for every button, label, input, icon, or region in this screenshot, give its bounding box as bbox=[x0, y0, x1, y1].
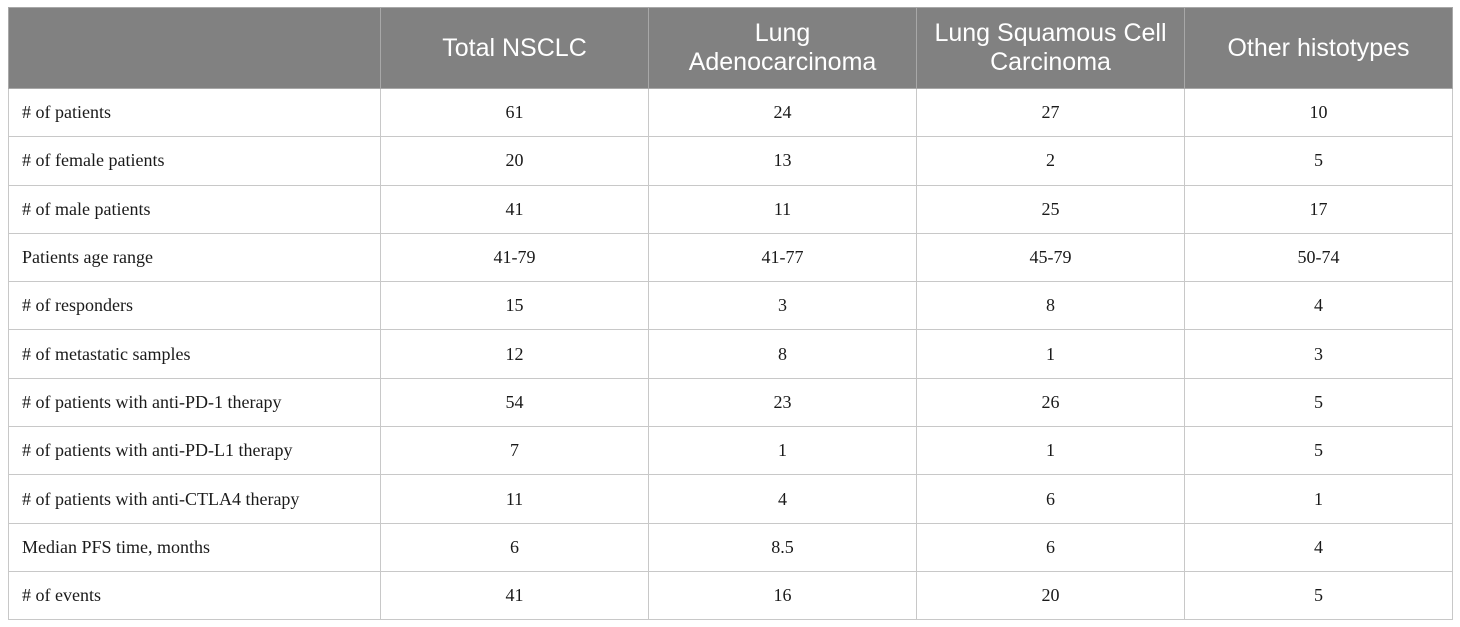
other-histotypes-value: 5 bbox=[1184, 377, 1453, 428]
lung-squamous-value: 26 bbox=[916, 377, 1185, 428]
lung-adenocarcinoma-value: 23 bbox=[648, 377, 917, 428]
lung-adenocarcinoma-value: 13 bbox=[648, 136, 917, 186]
table-row: Patients age range 41-79 41-77 45-79 50-74 bbox=[8, 232, 1453, 283]
row-label: # of events bbox=[8, 570, 381, 621]
table-row: Median PFS time, months 6 8.5 6 4 bbox=[8, 522, 1453, 572]
table-row: # of patients with anti-CTLA4 therapy 11 4… bbox=[8, 474, 1453, 524]
lung-squamous-value: 27 bbox=[916, 87, 1185, 138]
row-label: Median PFS time, months bbox=[8, 522, 381, 572]
lung-adenocarcinoma-value: 4 bbox=[648, 474, 917, 524]
total-nsclc-value: 12 bbox=[380, 329, 649, 379]
lung-adenocarcinoma-value: 16 bbox=[648, 570, 917, 621]
other-histotypes-value: 5 bbox=[1184, 570, 1453, 621]
table-row: # of patients with anti-PD-L1 therapy 7 1 1… bbox=[8, 426, 1453, 476]
row-label: # of patients with anti-PD-1 therapy bbox=[8, 377, 381, 428]
lung-squamous-value: 1 bbox=[916, 426, 1185, 476]
other-histotypes-value: 50-74 bbox=[1184, 232, 1453, 283]
row-label: # of patients bbox=[8, 87, 381, 138]
table-container: Total NSCLC Lung Adenocarcinoma Lung Squ… bbox=[8, 7, 1453, 621]
lung-adenocarcinoma-value: 3 bbox=[648, 281, 917, 331]
other-histotypes-value: 3 bbox=[1184, 329, 1453, 379]
other-histotypes-value: 5 bbox=[1184, 136, 1453, 186]
total-nsclc-value: 41 bbox=[380, 570, 649, 621]
row-label: # of female patients bbox=[8, 136, 381, 186]
total-nsclc-value: 54 bbox=[380, 377, 649, 428]
lung-adenocarcinoma-value: 24 bbox=[648, 87, 917, 138]
table-body: # of patients 61 24 27 10 # of female patient… bbox=[8, 87, 1453, 621]
table-row: # of responders 15 3 8 4 bbox=[8, 281, 1453, 331]
table-row: # of metastatic samples 12 8 1 3 bbox=[8, 329, 1453, 379]
header-cell-lung-squamous: Lung Squamous Cell Carcinoma bbox=[916, 7, 1185, 89]
patient-characteristics-table: Total NSCLC Lung Adenocarcinoma Lung Squ… bbox=[8, 7, 1453, 621]
header-cell-empty bbox=[8, 7, 381, 89]
lung-adenocarcinoma-value: 11 bbox=[648, 184, 917, 234]
lung-squamous-value: 6 bbox=[916, 474, 1185, 524]
lung-adenocarcinoma-value: 8.5 bbox=[648, 522, 917, 572]
other-histotypes-value: 4 bbox=[1184, 522, 1453, 572]
table-row: # of male patients 41 11 25 17 bbox=[8, 184, 1453, 234]
total-nsclc-value: 7 bbox=[380, 426, 649, 476]
header-cell-other-histotypes: Other histotypes bbox=[1184, 7, 1453, 89]
total-nsclc-value: 6 bbox=[380, 522, 649, 572]
row-label: # of metastatic samples bbox=[8, 329, 381, 379]
row-label: Patients age range bbox=[8, 232, 381, 283]
row-label: # of patients with anti-CTLA4 therapy bbox=[8, 474, 381, 524]
table-row: # of patients 61 24 27 10 bbox=[8, 87, 1453, 138]
total-nsclc-value: 11 bbox=[380, 474, 649, 524]
table-row: # of events 41 16 20 5 bbox=[8, 570, 1453, 621]
other-histotypes-value: 17 bbox=[1184, 184, 1453, 234]
total-nsclc-value: 41-79 bbox=[380, 232, 649, 283]
table-row: # of patients with anti-PD-1 therapy 54 23… bbox=[8, 377, 1453, 428]
header-cell-lung-adenocarcinoma: Lung Adenocarcinoma bbox=[648, 7, 917, 89]
total-nsclc-value: 61 bbox=[380, 87, 649, 138]
row-label: # of responders bbox=[8, 281, 381, 331]
row-label: # of patients with anti-PD-L1 therapy bbox=[8, 426, 381, 476]
lung-squamous-value: 20 bbox=[916, 570, 1185, 621]
lung-squamous-value: 2 bbox=[916, 136, 1185, 186]
header-row: Total NSCLC Lung Adenocarcinoma Lung Squ… bbox=[8, 7, 1453, 89]
header-cell-total-nsclc: Total NSCLC bbox=[380, 7, 649, 89]
table-header: Total NSCLC Lung Adenocarcinoma Lung Squ… bbox=[8, 7, 1453, 89]
total-nsclc-value: 20 bbox=[380, 136, 649, 186]
other-histotypes-value: 10 bbox=[1184, 87, 1453, 138]
lung-squamous-value: 1 bbox=[916, 329, 1185, 379]
row-label: # of male patients bbox=[8, 184, 381, 234]
total-nsclc-value: 15 bbox=[380, 281, 649, 331]
lung-adenocarcinoma-value: 41-77 bbox=[648, 232, 917, 283]
table-row: # of female patients 20 13 2 5 bbox=[8, 136, 1453, 186]
other-histotypes-value: 4 bbox=[1184, 281, 1453, 331]
other-histotypes-value: 1 bbox=[1184, 474, 1453, 524]
lung-squamous-value: 8 bbox=[916, 281, 1185, 331]
lung-adenocarcinoma-value: 1 bbox=[648, 426, 917, 476]
lung-adenocarcinoma-value: 8 bbox=[648, 329, 917, 379]
total-nsclc-value: 41 bbox=[380, 184, 649, 234]
other-histotypes-value: 5 bbox=[1184, 426, 1453, 476]
lung-squamous-value: 25 bbox=[916, 184, 1185, 234]
lung-squamous-value: 6 bbox=[916, 522, 1185, 572]
lung-squamous-value: 45-79 bbox=[916, 232, 1185, 283]
